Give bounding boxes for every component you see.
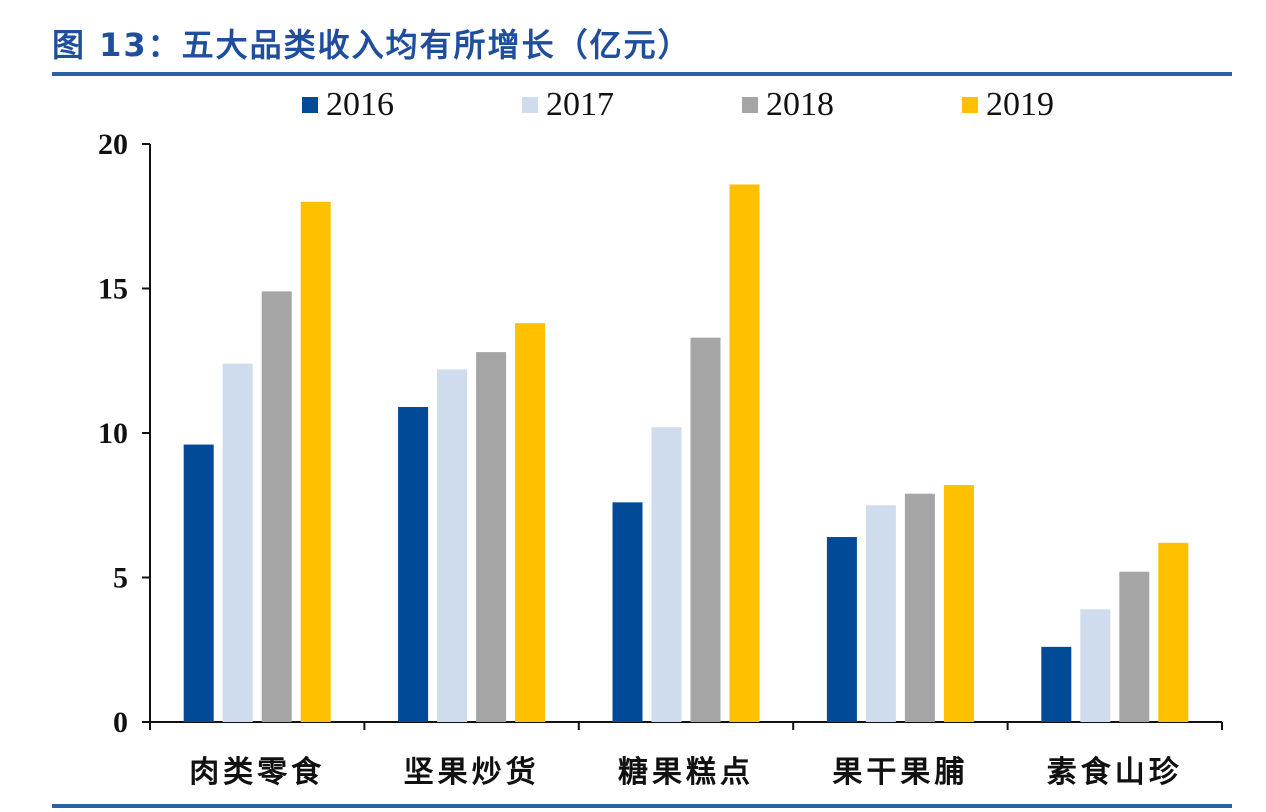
bar-2016-1	[398, 406, 429, 722]
bar-2016-2	[612, 502, 643, 722]
chart-title: 图 13：五大品类收入均有所增长（亿元）	[52, 26, 692, 64]
legend-label-2016: 2016	[326, 86, 394, 123]
x-category-label: 果干果脯	[832, 755, 968, 790]
legend-swatch-2016	[302, 97, 318, 113]
legend-swatch-2019	[962, 97, 978, 113]
legend-label-2019: 2019	[986, 86, 1054, 123]
x-category-label: 素食山珍	[1047, 755, 1183, 790]
bar-2017-3	[865, 505, 896, 722]
bar-2017-1	[437, 369, 468, 722]
legend-swatch-2017	[522, 97, 538, 113]
legend-swatch-2018	[742, 97, 758, 113]
footer-rule	[52, 804, 1232, 808]
y-tick-label: 0	[113, 706, 128, 739]
bar-2018-1	[476, 352, 507, 722]
y-tick-label: 10	[98, 417, 128, 450]
bar-2017-4	[1080, 609, 1111, 722]
y-tick-label: 5	[113, 562, 128, 595]
x-category-label: 坚果炒货	[404, 755, 540, 790]
y-tick-label: 20	[98, 128, 128, 161]
x-category-label: 肉类零食	[189, 755, 325, 790]
bar-2019-3	[943, 485, 974, 722]
legend-item-2016: 2016	[302, 86, 394, 124]
title-rule	[52, 72, 1232, 76]
legend-item-2019: 2019	[962, 86, 1054, 124]
bar-2019-0	[300, 201, 331, 723]
bar-2019-1	[515, 323, 546, 722]
legend-label-2017: 2017	[546, 86, 614, 123]
bar-2017-2	[651, 427, 682, 722]
legend-label-2018: 2018	[766, 86, 834, 123]
bar-2018-0	[261, 291, 292, 722]
bar-2018-3	[904, 493, 935, 722]
y-tick-label: 15	[98, 273, 128, 306]
legend-item-2017: 2017	[522, 86, 614, 124]
bar-2018-2	[690, 337, 721, 722]
bar-2019-2	[729, 184, 760, 722]
bar-2016-3	[826, 537, 857, 722]
bar-2018-4	[1119, 571, 1150, 722]
legend-item-2018: 2018	[742, 86, 834, 124]
bar-2016-4	[1041, 646, 1072, 722]
legend: 2016 2017 2018 2019	[0, 86, 1266, 130]
bar-2019-4	[1158, 542, 1189, 722]
bar-2017-0	[222, 363, 253, 722]
x-category-label: 糖果糕点	[618, 755, 754, 790]
bar-2016-0	[183, 444, 214, 722]
